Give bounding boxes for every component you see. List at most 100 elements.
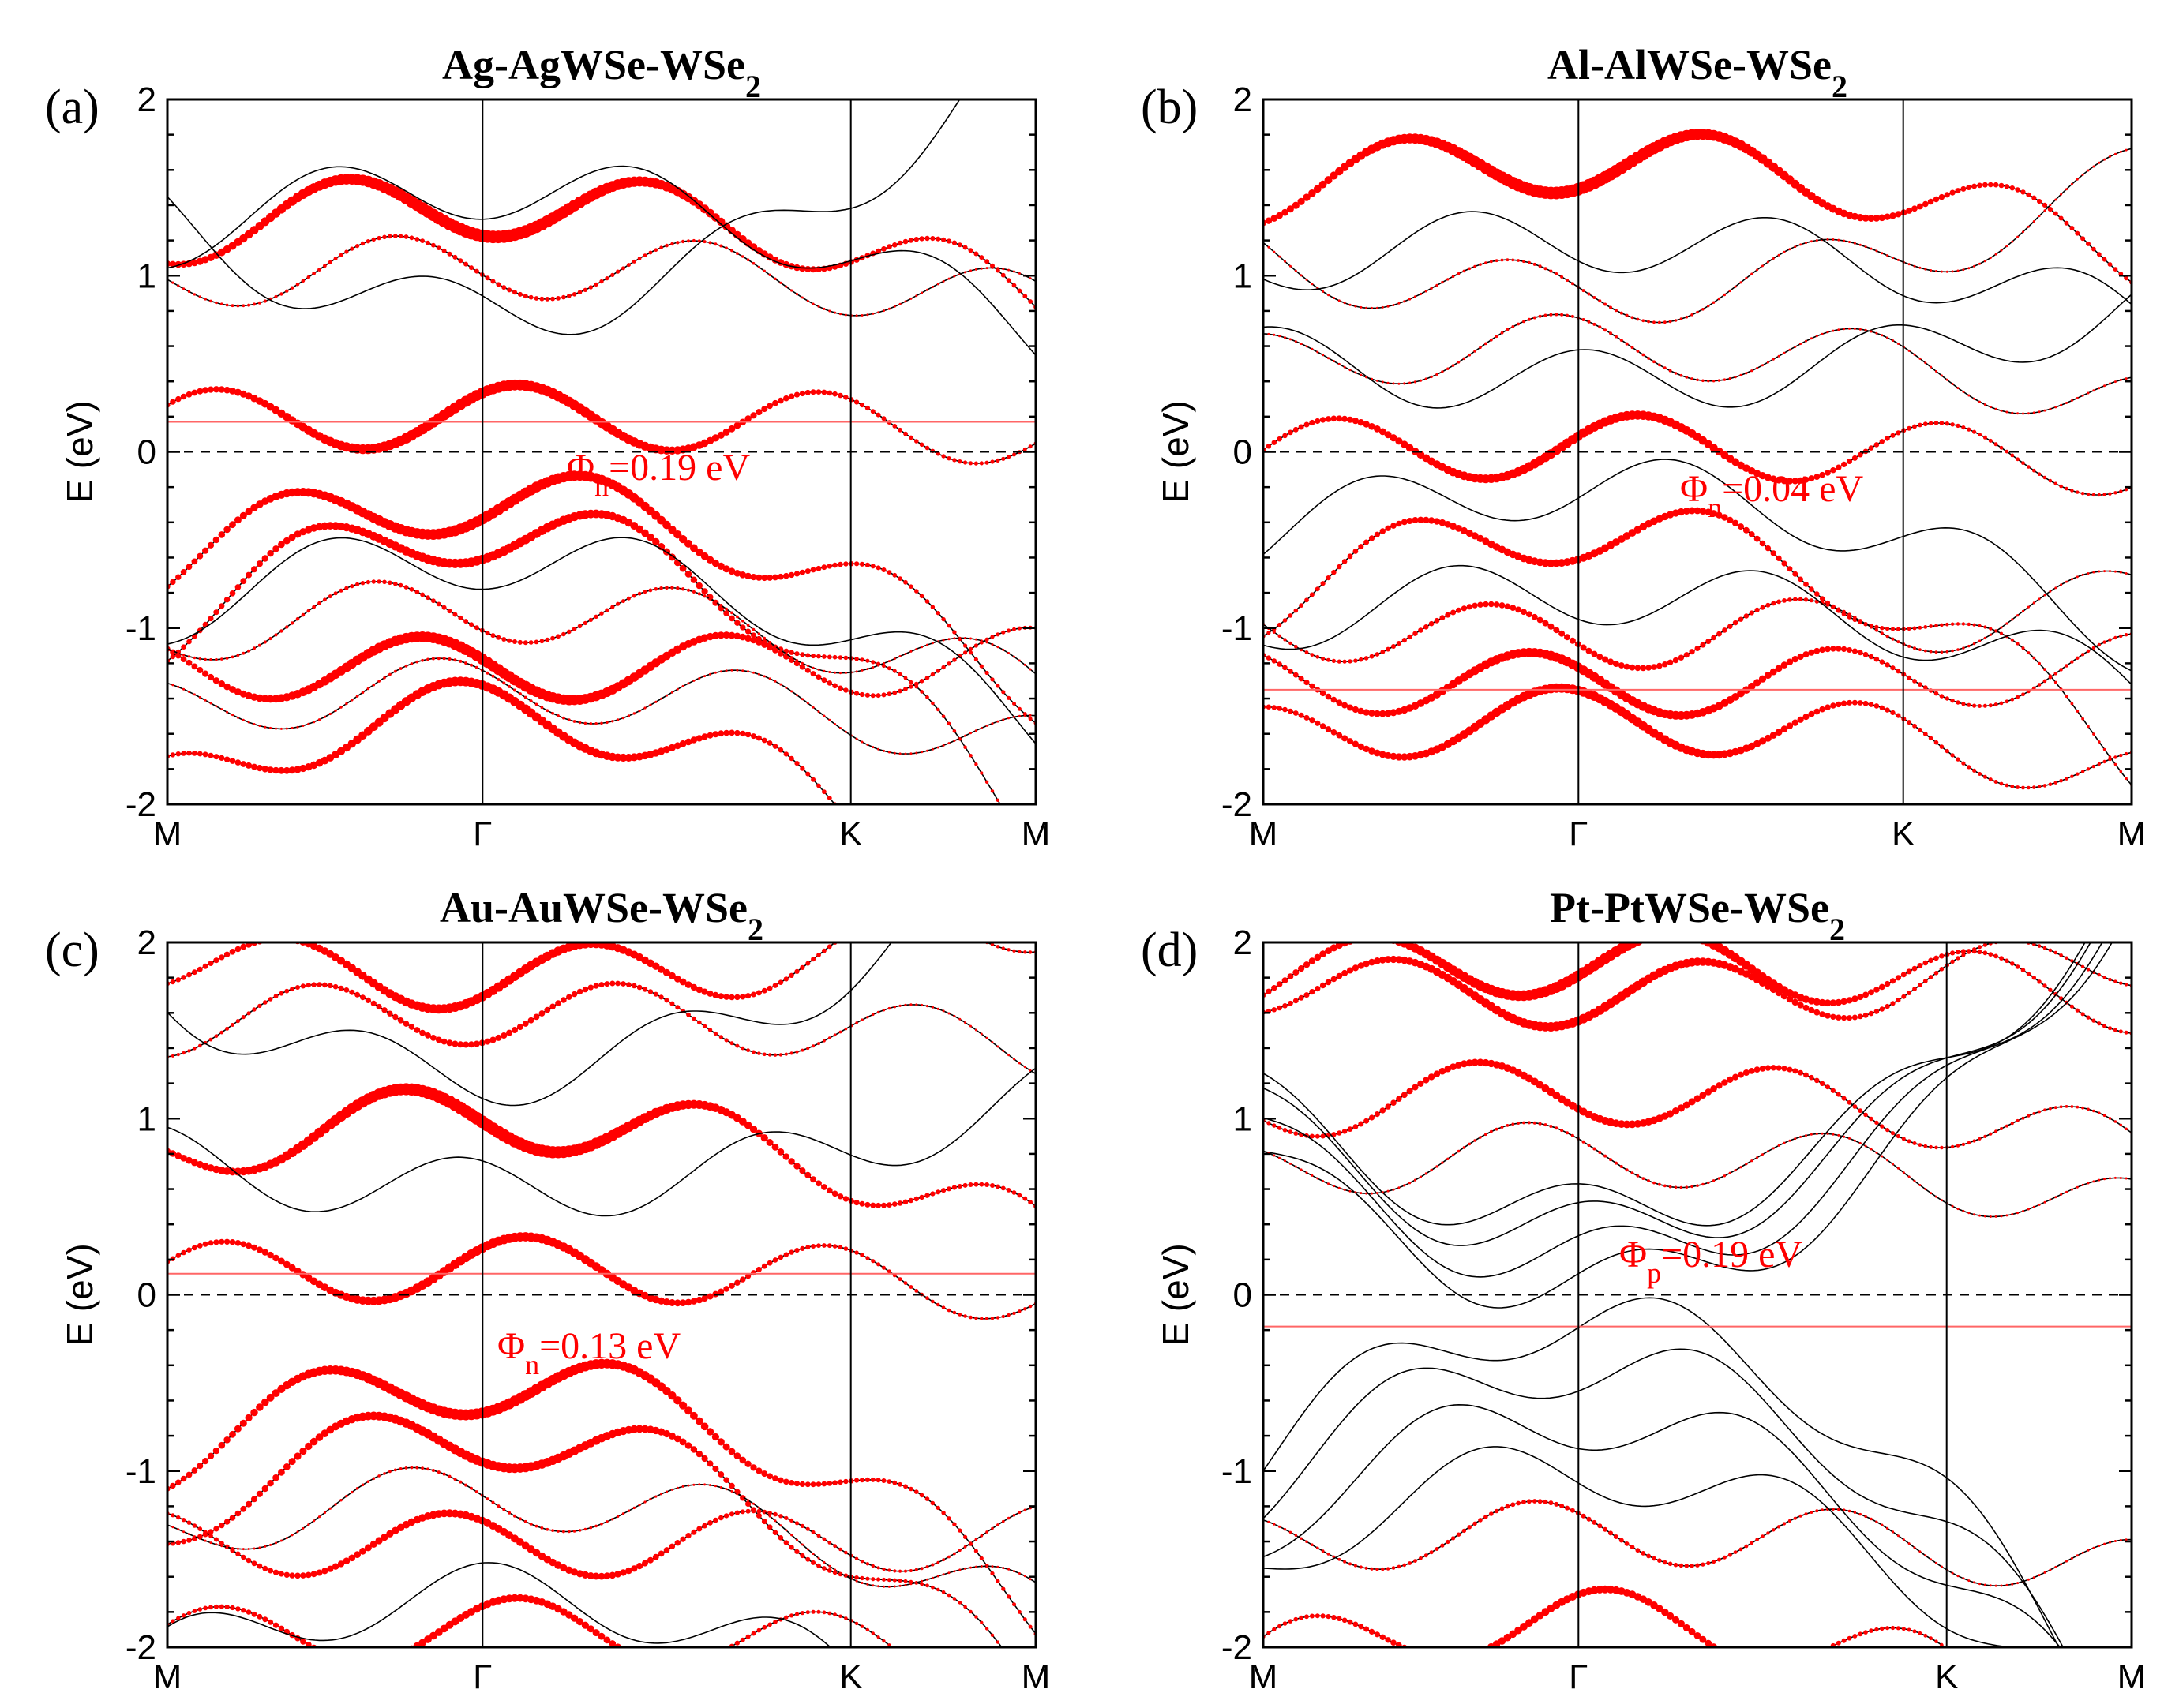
projected-band-point (1907, 991, 1912, 995)
projected-band-point (800, 1611, 805, 1616)
projected-band-point (985, 724, 988, 727)
projected-band-point (208, 1529, 214, 1535)
projected-band-point (941, 454, 946, 459)
projected-band-point (2113, 380, 2117, 384)
projected-band-point (285, 1537, 288, 1540)
projected-band-point (2103, 158, 2106, 161)
projected-band-point (676, 241, 680, 245)
projected-band-point (2092, 732, 2095, 736)
projected-band-point (725, 669, 728, 672)
projected-band-point (788, 393, 795, 399)
projected-band-point (1337, 564, 1342, 570)
projected-band-point (882, 664, 886, 669)
projected-band-point (859, 1478, 865, 1483)
projected-band-point (2096, 252, 2102, 257)
projected-band-point (176, 1515, 181, 1520)
projected-band-point (278, 541, 285, 549)
projected-band-point (1825, 602, 1830, 607)
projected-band-point (1738, 523, 1744, 530)
projected-band-point (1825, 1013, 1831, 1019)
projected-band-point (1320, 1613, 1326, 1619)
projected-band-point (272, 1474, 279, 1481)
projected-band-point (1418, 627, 1423, 633)
projected-band-point (609, 980, 616, 987)
projected-band-point (1384, 431, 1392, 439)
projected-band-point (220, 708, 223, 711)
projected-band-point (861, 1018, 864, 1021)
projected-band-point (1007, 695, 1011, 700)
projected-band-point (1989, 1132, 1993, 1136)
projected-band-point (991, 643, 994, 646)
projected-band-point (2097, 1021, 2102, 1026)
projected-band-point (767, 1473, 773, 1480)
projected-band-point (877, 1585, 880, 1588)
projected-band-point (191, 558, 198, 565)
projected-band-point (1460, 526, 1468, 534)
projected-band-point (1363, 709, 1370, 716)
projected-band-point (1951, 383, 1954, 385)
panel-title-subscript: 2 (745, 69, 761, 104)
projected-band-point (437, 657, 441, 661)
projected-band-point (1619, 339, 1623, 342)
projected-band-point (2108, 977, 2112, 982)
projected-band-point (2037, 785, 2042, 788)
projected-band-point (1809, 1074, 1814, 1081)
k-point-label: Γ (473, 815, 492, 853)
projected-band-point (230, 1548, 235, 1553)
projected-band-point (1536, 616, 1543, 624)
projected-band-point (409, 586, 414, 592)
projected-band-point (1434, 1654, 1440, 1661)
projected-band-point (294, 1572, 301, 1579)
projected-band-point (355, 582, 360, 587)
projected-band-point (219, 1523, 225, 1529)
projected-band-point (768, 1515, 771, 1518)
projected-band-point (616, 718, 620, 721)
y-tick-label: -2 (126, 1628, 156, 1667)
projected-band-point (2113, 635, 2117, 640)
projected-band-point (973, 1549, 978, 1553)
projected-band-point (827, 1243, 832, 1249)
projected-band-point (898, 1584, 902, 1587)
projected-band-point (696, 986, 703, 994)
projected-band-point (719, 244, 723, 248)
projected-band-point (832, 654, 838, 660)
projected-band-point (1378, 710, 1386, 717)
projected-band-point (1907, 644, 1911, 648)
projected-band-point (744, 1460, 752, 1468)
barrier-annotation: Φn=0.13 eV (497, 1325, 681, 1380)
projected-band-point (1792, 571, 1798, 577)
projected-band-point (1885, 635, 1889, 639)
projected-band-point (1277, 706, 1282, 711)
projected-band-point (1753, 470, 1761, 478)
projected-band-point (1912, 679, 1917, 684)
projected-band-point (1360, 373, 1363, 376)
projected-band-point (323, 1511, 326, 1515)
projected-band-point (441, 1038, 448, 1045)
projected-band-point (309, 1437, 318, 1446)
projected-band-point (332, 1654, 339, 1661)
projected-band-point (1780, 477, 1788, 485)
projected-band-point (1309, 989, 1315, 995)
projected-band-point (702, 1657, 707, 1662)
projected-band-point (1896, 1133, 1900, 1139)
projected-band-point (1385, 1103, 1391, 1110)
projected-band-point (370, 1000, 377, 1006)
projected-band-point (864, 1477, 870, 1482)
projected-band-point (1707, 304, 1710, 308)
y-tick-label: -2 (1221, 785, 1252, 824)
projected-band-point (1445, 612, 1451, 618)
projected-band-point (893, 1569, 897, 1573)
projected-band-point (215, 657, 218, 661)
projected-band-point (2059, 1105, 2063, 1109)
projected-band-point (909, 1486, 913, 1492)
projected-band-point (198, 1043, 202, 1048)
projected-band-point (958, 1568, 962, 1571)
projected-band-point (903, 1484, 908, 1489)
projected-band-point (1913, 353, 1916, 356)
projected-band-point (1819, 471, 1825, 478)
projected-band-point (767, 1260, 773, 1266)
projected-band-point (2010, 453, 2015, 458)
projected-band-point (269, 726, 272, 729)
projected-band-point (1560, 275, 1564, 279)
projected-band-point (204, 298, 207, 301)
